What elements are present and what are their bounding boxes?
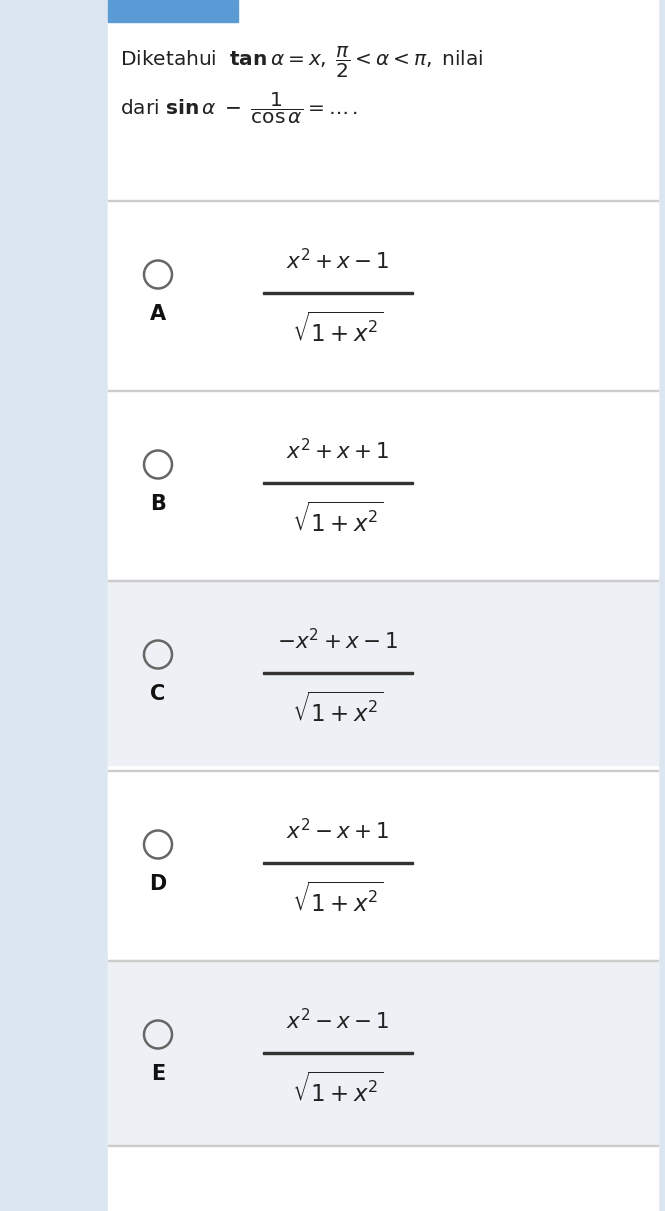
Bar <box>263 861 413 863</box>
Text: C: C <box>150 684 166 705</box>
Text: $\sqrt{1+x^2}$: $\sqrt{1+x^2}$ <box>292 693 384 727</box>
Text: $\sqrt{1+x^2}$: $\sqrt{1+x^2}$ <box>292 1072 384 1107</box>
Bar <box>108 0 658 1211</box>
Bar <box>108 770 658 955</box>
Text: $-x^2+x-1$: $-x^2+x-1$ <box>277 629 398 654</box>
Bar <box>108 580 658 581</box>
Text: A: A <box>150 304 166 325</box>
Text: $\sqrt{1+x^2}$: $\sqrt{1+x^2}$ <box>292 883 384 917</box>
Text: E: E <box>151 1064 165 1085</box>
Text: $\sqrt{1+x^2}$: $\sqrt{1+x^2}$ <box>292 312 384 346</box>
Text: B: B <box>150 494 166 515</box>
Text: $x^2-x+1$: $x^2-x+1$ <box>286 819 390 844</box>
Bar <box>108 0 238 22</box>
Text: Diketahui  $\mathbf{tan}\,\alpha = x,\; \dfrac{\pi}{2} < \alpha < \pi,\;$nilai: Diketahui $\mathbf{tan}\,\alpha = x,\; \… <box>120 45 483 80</box>
Bar <box>108 580 658 765</box>
Bar <box>263 482 413 483</box>
Text: $x^2-x-1$: $x^2-x-1$ <box>286 1009 390 1034</box>
Bar <box>108 959 658 962</box>
Bar <box>108 1144 658 1146</box>
Text: $x^2+x-1$: $x^2+x-1$ <box>286 248 390 274</box>
Bar <box>108 200 658 385</box>
Text: dari $\mathbf{sin}\,\alpha\; -\; \dfrac{1}{\cos\alpha} = \ldots\,.$: dari $\mathbf{sin}\,\alpha\; -\; \dfrac{… <box>120 91 358 126</box>
Text: D: D <box>150 874 167 895</box>
Bar <box>108 390 658 575</box>
Bar <box>108 200 658 201</box>
Bar <box>108 769 658 771</box>
Bar <box>108 390 658 391</box>
Bar <box>108 960 658 1144</box>
Bar <box>263 292 413 293</box>
Text: $x^2+x+1$: $x^2+x+1$ <box>286 438 390 464</box>
Text: $\sqrt{1+x^2}$: $\sqrt{1+x^2}$ <box>292 503 384 536</box>
Bar <box>263 1051 413 1054</box>
Bar <box>263 672 413 673</box>
